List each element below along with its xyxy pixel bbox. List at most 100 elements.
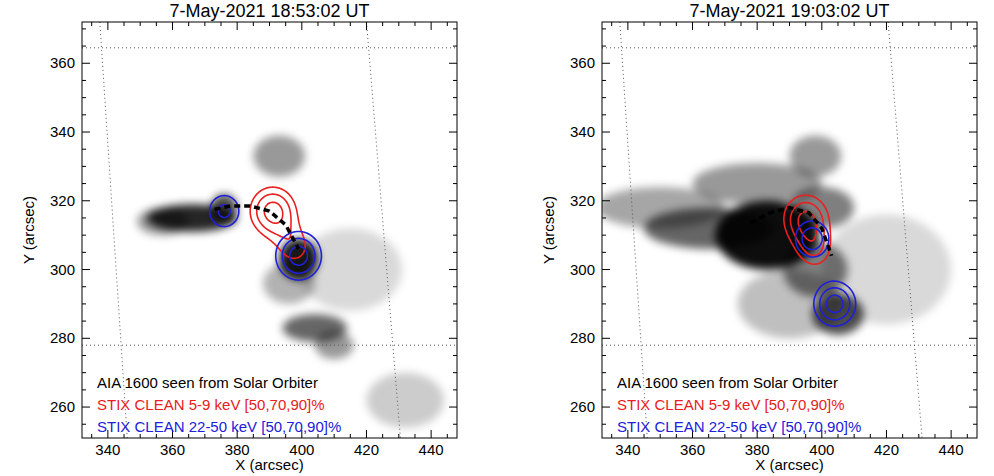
y-minor-tick (602, 372, 606, 373)
x-tick (431, 430, 432, 438)
y-minor-tick (602, 252, 606, 253)
legend-entry: STIX CLEAN 5-9 keV [50,70,90]% (97, 396, 325, 413)
x-tick (366, 430, 367, 438)
contour (218, 205, 315, 273)
y-minor-tick (973, 355, 977, 356)
x-minor-tick (91, 22, 92, 26)
y-tick-label: 340 (50, 123, 75, 140)
frame (82, 22, 457, 438)
y-tick (602, 407, 610, 408)
x-tick (627, 22, 628, 30)
x-tick (951, 22, 952, 30)
y-minor-tick (973, 252, 977, 253)
x-tick (366, 22, 367, 30)
y-tick (82, 132, 90, 133)
y-minor-tick (973, 183, 977, 184)
grid-line (82, 47, 457, 48)
x-axis-title: X (arcsec) (235, 456, 303, 473)
y-tick-label: 260 (570, 398, 595, 415)
x-minor-tick (918, 434, 919, 438)
grid-line (366, 22, 400, 438)
x-minor-tick (140, 22, 141, 26)
y-tick (602, 63, 610, 64)
y-minor-tick (82, 424, 86, 425)
y-minor-tick (973, 217, 977, 218)
y-minor-tick (453, 389, 457, 390)
y-tick-label: 320 (50, 192, 75, 209)
y-tick (969, 338, 977, 339)
loop (215, 206, 299, 249)
y-minor-tick (453, 80, 457, 81)
plot-bg (82, 22, 457, 438)
x-minor-tick (447, 434, 448, 438)
x-tick (886, 430, 887, 438)
y-tick-label: 340 (570, 123, 595, 140)
plot-area (82, 22, 457, 438)
x-tick (886, 22, 887, 30)
y-minor-tick (82, 80, 86, 81)
y-tick (82, 63, 90, 64)
y-minor-tick (602, 389, 606, 390)
y-tick (602, 132, 610, 133)
x-minor-tick (398, 22, 399, 26)
figure: 3403603804004204402602803003203403607-Ma… (0, 0, 994, 476)
y-minor-tick (602, 28, 606, 29)
x-tick (757, 22, 758, 30)
y-minor-tick (453, 97, 457, 98)
y-minor-tick (453, 321, 457, 322)
y-minor-tick (82, 46, 86, 47)
aia-image (602, 135, 951, 338)
y-minor-tick (973, 149, 977, 150)
y-tick (449, 63, 457, 64)
y-minor-tick (453, 114, 457, 115)
y-minor-tick (82, 321, 86, 322)
y-tick (449, 407, 457, 408)
x-minor-tick (221, 22, 222, 26)
x-tick (951, 430, 952, 438)
x-minor-tick (350, 22, 351, 26)
y-minor-tick (453, 303, 457, 304)
x-minor-tick (204, 22, 205, 26)
panel: 3403603804004204402602803003203403607-Ma… (540, 1, 977, 473)
y-minor-tick (82, 28, 86, 29)
y-minor-tick (602, 97, 606, 98)
y-tick (82, 338, 90, 339)
contour (802, 228, 850, 320)
y-minor-tick (82, 114, 86, 115)
contour (827, 295, 843, 312)
x-minor-tick (334, 22, 335, 26)
x-minor-tick (741, 22, 742, 26)
y-tick (969, 407, 977, 408)
x-minor-tick (934, 434, 935, 438)
y-tick-label: 260 (50, 398, 75, 415)
y-tick-label: 280 (50, 329, 75, 346)
x-minor-tick (773, 22, 774, 26)
y-minor-tick (453, 286, 457, 287)
aia-feature (790, 135, 842, 176)
contour (290, 246, 308, 265)
x-minor-tick (350, 434, 351, 438)
x-tick-label: 440 (419, 441, 444, 458)
y-minor-tick (602, 303, 606, 304)
y-tick-label: 320 (570, 192, 595, 209)
x-minor-tick (918, 22, 919, 26)
x-minor-tick (837, 22, 838, 26)
y-tick (969, 63, 977, 64)
y-minor-tick (973, 321, 977, 322)
y-minor-tick (602, 80, 606, 81)
x-minor-tick (611, 22, 612, 26)
y-minor-tick (453, 235, 457, 236)
y-minor-tick (602, 217, 606, 218)
x-tick (172, 22, 173, 30)
x-minor-tick (398, 434, 399, 438)
x-minor-tick (269, 22, 270, 26)
y-minor-tick (453, 372, 457, 373)
y-minor-tick (973, 286, 977, 287)
y-minor-tick (82, 149, 86, 150)
x-minor-tick (967, 434, 968, 438)
x-minor-tick (934, 22, 935, 26)
x-minor-tick (124, 22, 125, 26)
x-minor-tick (382, 434, 383, 438)
y-tick-label: 280 (570, 329, 595, 346)
contour (210, 196, 322, 280)
